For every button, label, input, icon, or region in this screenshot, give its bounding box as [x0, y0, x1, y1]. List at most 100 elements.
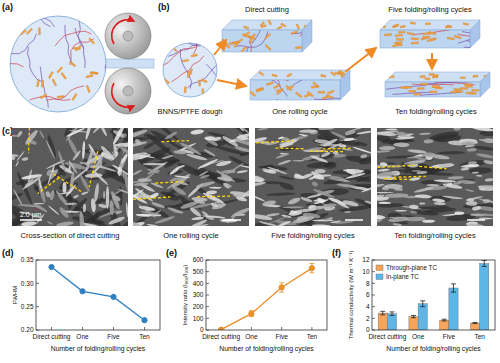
bnns-platelet: [396, 39, 403, 41]
bnns-platelet: [266, 82, 273, 86]
bnns-platelet: [187, 71, 189, 77]
sem-flake: [259, 220, 278, 226]
sem-flake: [320, 151, 330, 158]
orientation-guide: [29, 128, 30, 153]
y-tick-label: 4: [366, 303, 370, 310]
sem-flake: [90, 198, 96, 212]
x-tick: [82, 327, 83, 330]
sem-flake: [396, 136, 415, 140]
sem-flake: [434, 179, 456, 183]
bnns-platelet: [327, 90, 334, 94]
bnns-platelet: [394, 24, 399, 27]
sem-flake: [133, 180, 142, 184]
y-tick-label: 8: [366, 280, 370, 287]
sem-flake: [233, 137, 249, 147]
orientation-guide: [323, 148, 351, 150]
error-bar-cap: [411, 315, 416, 316]
polymer-fiber: [0, 48, 24, 67]
x-tick: [251, 327, 252, 330]
sem-shadow: [67, 194, 72, 210]
bnns-platelet: [432, 86, 439, 88]
sem-flake: [465, 196, 483, 202]
step-label: Ten folding/rolling cycles: [395, 107, 477, 116]
sem-flake: [478, 139, 493, 143]
sem-flake: [217, 176, 233, 182]
sem-flake: [442, 182, 463, 189]
y-tick: [372, 318, 375, 319]
polymer-fiber: [412, 30, 452, 35]
legend-label: Through-plane TC: [386, 264, 437, 272]
slab-top: [250, 70, 350, 80]
plot-marks: [219, 264, 315, 331]
sem-flake: [12, 134, 20, 136]
plot-frame: [206, 260, 327, 330]
error-bar-cap: [411, 317, 416, 318]
bnns-platelet: [400, 25, 405, 28]
bnns-platelet: [277, 26, 282, 30]
sem-background: [133, 128, 249, 226]
orientation-guide: [393, 176, 425, 178]
y-tick-label: 200: [193, 303, 204, 310]
sem-caption: Ten folding/rolling cycles: [394, 231, 476, 240]
error-bar-cap: [389, 311, 394, 312]
error-bar: [420, 301, 425, 307]
sem-flake: [311, 181, 318, 187]
data-point: [309, 266, 314, 271]
bnns-platelet: [202, 89, 204, 95]
error-bar-cap: [420, 306, 425, 307]
sem-flake: [13, 189, 23, 206]
y-tick-label: 10: [362, 268, 370, 275]
panel-label: (e): [166, 248, 177, 258]
sem-flake: [201, 210, 209, 217]
bnns-platelet: [411, 42, 418, 44]
panel-label: (b): [158, 2, 170, 12]
sem-flake: [377, 196, 389, 201]
sem-flake: [312, 224, 332, 226]
data-point: [219, 327, 224, 330]
sem-image: [12, 128, 128, 226]
sem-flake: [393, 223, 402, 226]
bnns-platelet: [91, 72, 98, 75]
x-tick-label: Direct cutting: [368, 333, 406, 341]
x-tick: [311, 327, 312, 330]
process-arrow: [345, 48, 376, 72]
sem-flake: [63, 182, 67, 193]
sem-flake: [472, 206, 482, 212]
sem-flake: [234, 145, 249, 153]
bnns-platelet: [427, 39, 434, 42]
sem-flake: [352, 146, 371, 155]
scale-bar: [345, 219, 363, 221]
slab-content: [250, 80, 340, 100]
polymer-fiber: [293, 80, 315, 85]
sem-flake: [279, 142, 294, 146]
data-point: [111, 294, 116, 299]
sem-flake: [195, 180, 216, 189]
process-arrow: [431, 53, 433, 69]
polymer-fiber: [40, 67, 48, 108]
sem-background: [12, 128, 128, 226]
slab-front: [380, 30, 470, 48]
bnns-platelet: [250, 91, 256, 97]
sem-flake: [79, 211, 86, 226]
sem-flake: [213, 136, 222, 142]
x-tick: [144, 327, 145, 330]
bnns-platelet: [242, 34, 249, 38]
polymer-fiber: [16, 5, 54, 20]
orientation-guide: [197, 195, 232, 197]
polymer-fiber: [412, 84, 454, 86]
y-tick-label: 300: [193, 291, 204, 298]
bnns-platelet: [473, 75, 478, 77]
dough-content: [161, 14, 236, 95]
bnns-platelet: [166, 44, 170, 50]
sem-flake: [377, 192, 394, 193]
sem-flake: [275, 220, 291, 226]
plot-marks: [378, 261, 489, 330]
data-point: [249, 311, 254, 316]
sem-flake: [388, 217, 409, 223]
sem-flake: [466, 201, 478, 206]
x-tick-label: One: [76, 333, 89, 340]
error-bar-cap: [451, 283, 456, 284]
sem-flake: [410, 210, 417, 213]
bnns-platelet: [454, 89, 461, 91]
bnns-platelet: [48, 72, 53, 79]
